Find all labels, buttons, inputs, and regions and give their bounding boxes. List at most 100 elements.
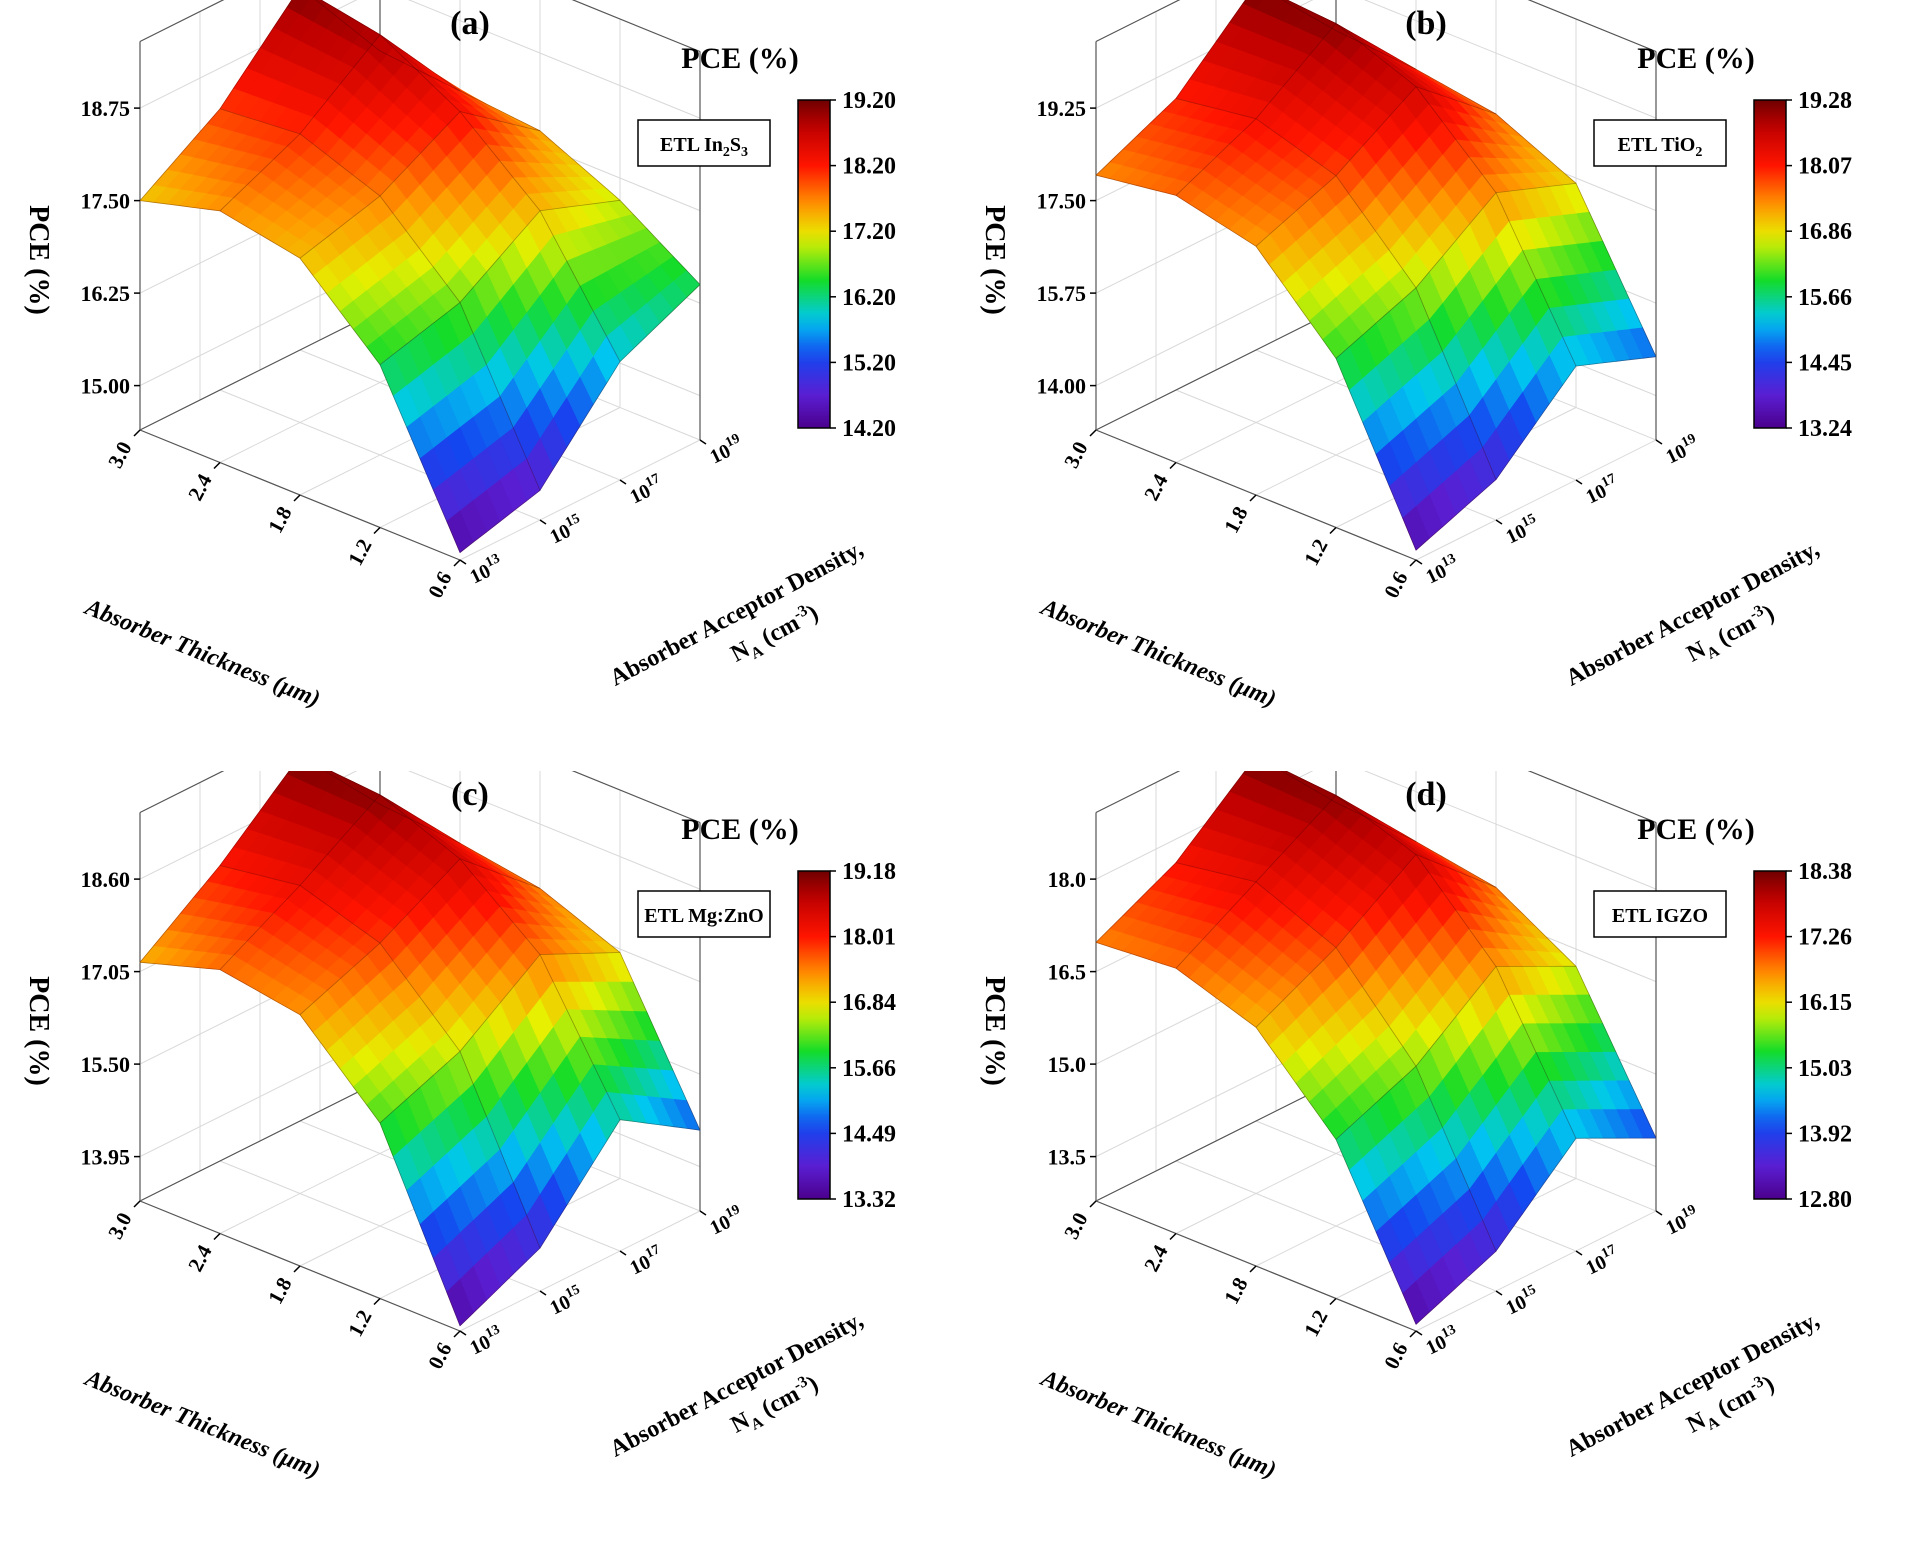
colorbar: PCE (%) 19.20 18.20 17.20 16.20 15.20 14.20: [681, 42, 896, 442]
density-tick-label: 1013: [1421, 1322, 1463, 1359]
thickness-tick-mark: [1089, 1200, 1097, 1208]
colorbar-title: PCE (%): [681, 813, 798, 846]
surface-mesh-line: [1175, 794, 1417, 969]
floor-grid-line: [459, 439, 701, 561]
legend-box: [1593, 119, 1727, 167]
surface-mesh-line: [1286, 0, 1577, 367]
colorbar-tick-label: 17.20: [842, 219, 896, 245]
thickness-tick-mark: [213, 1232, 221, 1241]
colorbar-tick-label: 17.26: [1798, 925, 1852, 951]
colorbar-title: PCE (%): [681, 42, 798, 75]
surface-mesh-line: [219, 794, 461, 970]
axis-edge: [139, 771, 225, 814]
chart-svg: (b) 19.25 17.50 15.75 14.00 PCE (%) 3.0 2.4 1.8 1…: [979, 0, 1852, 713]
legend-box: [637, 890, 771, 938]
z-axis: 18.0 16.5 15.0 13.5 PCE (%): [979, 867, 1096, 1170]
z-tick-label: 15.0: [1048, 1052, 1087, 1077]
density-tick-mark: [619, 479, 627, 485]
pce-surface: [1095, 0, 1657, 551]
surface-mesh-line: [1335, 802, 1657, 1139]
thickness-tick-mark: [1409, 1330, 1417, 1338]
colorbar-tick-label: 13.24: [1798, 416, 1852, 442]
chart-svg: (c) 18.60 17.05 15.50 13.95 PCE (%) 3.0 2.4 1.8 1…: [23, 771, 896, 1484]
density-axis-label: Absorber Acceptor Density,: [1562, 536, 1824, 692]
etl-label: ETL TiO2: [1618, 134, 1703, 160]
floor-grid-line: [459, 1210, 701, 1332]
z-tick-label: 15.50: [81, 1052, 131, 1077]
colorbar-tick-label: 13.92: [1798, 1121, 1852, 1147]
colorbar-tick-label: 15.20: [842, 350, 896, 376]
colorbar-tick-label: 16.84: [842, 990, 896, 1016]
z-tick-label: 18.0: [1048, 867, 1087, 892]
z-axis-label: PCE (%): [23, 976, 54, 1086]
pce-surface: [1095, 771, 1657, 1325]
thickness-tick-mark: [293, 1265, 301, 1273]
colorbar-tick-label: 16.86: [1798, 219, 1852, 245]
thickness-tick-label: 0.6: [423, 1338, 457, 1372]
surface-mesh-line: [1255, 854, 1497, 1028]
colorbar-tick-label: 14.45: [1798, 350, 1852, 376]
thickness-axis: 3.0 2.4 1.8 1.2 0.6 Absorber Thickness (μm): [1036, 429, 1417, 713]
density-tick-mark: [1575, 479, 1583, 485]
surface-mesh-line: [1095, 0, 1337, 176]
density-tick-label: 1019: [1661, 1202, 1703, 1239]
axis-edge: [139, 309, 381, 431]
thickness-tick-label: 2.4: [1139, 470, 1173, 505]
colorbar-tick-label: 14.20: [842, 416, 896, 442]
surface-mesh-line: [1095, 771, 1337, 943]
surface-mesh-line: [459, 1119, 701, 1327]
density-tick-label: 1019: [705, 1202, 747, 1239]
colorbar: PCE (%) 19.18 18.01 16.84 15.66 14.49 13.32: [681, 813, 896, 1213]
colorbar-tick-label: 15.03: [1798, 1056, 1852, 1082]
surface-mesh-line: [1415, 1137, 1656, 1325]
z-axis-label: PCE (%): [23, 205, 54, 315]
density-tick-label: 1019: [705, 431, 747, 468]
thickness-tick-mark: [1169, 461, 1177, 470]
axis-edge: [571, 771, 701, 824]
colorbar-title: PCE (%): [1637, 42, 1754, 75]
axis-edge: [139, 1080, 381, 1202]
density-tick-label: 1017: [625, 471, 667, 508]
colorbar-tick-label: 18.01: [842, 925, 896, 951]
thickness-tick-label: 3.0: [1059, 1208, 1093, 1242]
axis-edge: [1527, 0, 1657, 53]
surface-mesh-line: [139, 200, 461, 553]
wall-grid-line: [139, 0, 701, 119]
density-tick-mark: [459, 1330, 467, 1336]
density-tick-mark: [459, 559, 467, 565]
density-tick-mark: [1415, 559, 1423, 565]
density-axis-label: Absorber Acceptor Density,: [1562, 1307, 1824, 1463]
surface-mesh-line: [219, 34, 461, 212]
wall-grid-line: [1095, 771, 1657, 890]
surface-patch: [446, 1278, 474, 1327]
etl-legend: ETL IGZO: [1593, 890, 1727, 938]
surface-mesh-line: [1415, 356, 1657, 551]
z-axis: 19.25 17.50 15.75 14.00 PCE (%): [979, 96, 1096, 399]
panel-d: (d) 18.0 16.5 15.0 13.5 PCE (%) 3.0 2.4 1.8 1.2 0.…: [956, 771, 1912, 1542]
density-tick-mark: [699, 439, 707, 445]
thickness-tick-mark: [133, 1200, 141, 1208]
surface-mesh-line: [1175, 98, 1497, 480]
thickness-tick-label: 1.8: [263, 1273, 297, 1307]
z-tick-label: 15.75: [1037, 281, 1087, 306]
etl-label: ETL In2S3: [660, 134, 748, 160]
density-tick-mark: [539, 1290, 547, 1296]
thickness-tick-label: 2.4: [183, 470, 217, 505]
axis-edge: [1095, 0, 1181, 43]
surface-mesh-line: [299, 111, 541, 259]
thickness-tick-mark: [1089, 429, 1097, 437]
thickness-tick-mark: [1249, 1265, 1257, 1273]
thickness-tick-label: 1.8: [1219, 1273, 1253, 1307]
panel-label: (c): [451, 776, 489, 813]
colorbar-tick-label: 14.49: [842, 1121, 896, 1147]
surface-mesh-line: [1175, 22, 1417, 196]
colorbar-gradient: [797, 99, 831, 429]
surface-mesh-line: [219, 108, 541, 491]
colorbar-tick-label: 16.15: [1798, 990, 1852, 1016]
thickness-tick-mark: [1249, 494, 1257, 502]
thickness-tick-mark: [373, 1297, 381, 1306]
thickness-axis-label: Absorber Thickness (μm): [1036, 594, 1280, 713]
etl-label: ETL Mg:ZnO: [644, 905, 763, 927]
thickness-tick-mark: [133, 429, 141, 437]
thickness-tick-label: 2.4: [183, 1241, 217, 1276]
